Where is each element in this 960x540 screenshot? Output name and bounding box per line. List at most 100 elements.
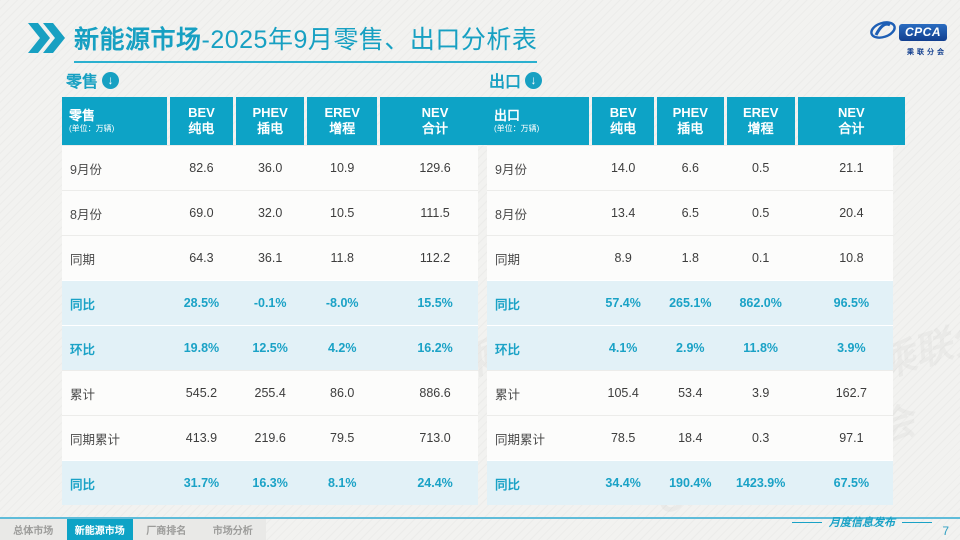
row-value: 0.3 <box>751 431 770 445</box>
table-title: 零售 <box>69 108 96 124</box>
row-label: 累计 <box>495 387 521 402</box>
row-value: 86.0 <box>330 386 355 400</box>
page-title: 新能源市场-2025年9月零售、出口分析表 <box>74 20 538 63</box>
row-value: 10.8 <box>839 251 864 265</box>
row-value: 413.9 <box>185 431 218 445</box>
table-header-row: 出口 (单位：万辆) BEV 纯电 PHEV 插电 EREV 增程 NEV 合计 <box>487 97 905 145</box>
row-value: 64.3 <box>189 251 214 265</box>
cpca-badge: CPCA <box>898 24 947 41</box>
retail-label-text: 零售 <box>66 74 99 91</box>
export-label-text: 出口 <box>489 74 522 91</box>
footer-tab-厂商排名[interactable]: 厂商排名 <box>146 526 187 537</box>
footer-tab-新能源市场[interactable]: 新能源市场 <box>66 519 133 540</box>
table-row: 同比 31.7% 16.3% 8.1% 24.4% <box>62 460 478 505</box>
row-value: 36.1 <box>257 251 283 265</box>
row-label: 环比 <box>495 342 521 357</box>
row-value: 57.4% <box>605 296 641 310</box>
row-value: 21.1 <box>839 161 864 175</box>
row-value: 1423.9% <box>736 476 786 490</box>
row-value: 18.4 <box>678 431 703 445</box>
row-value: 19.8% <box>183 341 220 355</box>
table-unit: (单位：万辆) <box>494 124 540 133</box>
table-title: 出口 <box>494 108 521 124</box>
row-value: 886.6 <box>419 386 451 400</box>
brand-dash-left <box>792 521 822 523</box>
row-value: 4.2% <box>327 341 357 355</box>
row-value: 11.8 <box>330 251 354 265</box>
row-label: 8月份 <box>70 207 102 222</box>
footer-tab-市场分析[interactable]: 市场分析 <box>212 526 253 537</box>
row-label: 8月份 <box>495 207 527 222</box>
column-header: EREV 增程 <box>307 97 378 145</box>
row-value: 13.4 <box>610 206 636 220</box>
export-section-label: 出口 ↓ <box>489 68 543 92</box>
row-value: 2.9% <box>676 341 705 355</box>
row-value: 82.6 <box>189 161 214 175</box>
row-value: 78.5 <box>610 431 636 445</box>
row-value: 255.4 <box>254 386 286 400</box>
table-row: 环比 4.1% 2.9% 11.8% 3.9% <box>487 325 893 370</box>
row-value: 32.0 <box>257 206 283 220</box>
row-value: 6.5 <box>681 206 699 220</box>
table-row: 同比 28.5% -0.1% -8.0% 15.5% <box>62 280 478 325</box>
row-value: 97.1 <box>839 431 864 445</box>
row-value: 111.5 <box>420 206 450 220</box>
row-label: 9月份 <box>70 162 102 177</box>
table-header-row: 零售 (单位：万辆) BEV 纯电 PHEV 插电 EREV 增程 NEV 合计 <box>62 97 490 145</box>
row-label: 9月份 <box>495 162 527 177</box>
table-row: 9月份 14.0 6.6 0.5 21.1 <box>487 145 893 190</box>
table-title-cell: 零售 (单位：万辆) <box>62 97 167 145</box>
row-value: 3.9% <box>837 341 866 355</box>
row-value: 24.4% <box>417 476 453 490</box>
column-header: BEV 纯电 <box>592 97 654 145</box>
footer-brand: 月度信息发布 <box>792 514 932 530</box>
row-value: 4.1% <box>608 341 638 355</box>
row-value: 0.1 <box>751 251 770 265</box>
row-value: -0.1% <box>253 296 287 310</box>
row-value: 105.4 <box>607 386 639 400</box>
row-value: 6.6 <box>681 161 699 175</box>
row-value: 10.5 <box>330 206 355 220</box>
page-number: 7 <box>942 524 949 538</box>
row-value: 79.5 <box>330 431 355 445</box>
row-value: 265.1% <box>669 296 712 310</box>
retail-table: 零售 (单位：万辆) BEV 纯电 PHEV 插电 EREV 增程 NEV 合计 9月份 82.6 36… <box>62 97 490 505</box>
table-row: 同比 34.4% 190.4% 1423.9% 67.5% <box>487 460 893 505</box>
cpca-cn-label: 乘联分会 <box>907 49 947 56</box>
table-row: 8月份 13.4 6.5 0.5 20.4 <box>487 190 893 235</box>
retail-section-label: 零售 ↓ <box>66 68 120 92</box>
row-value: 15.5% <box>417 296 453 310</box>
row-value: 67.5% <box>833 476 870 490</box>
page-title-rest: -2025年9月零售、出口分析表 <box>201 26 538 54</box>
page-title-bold: 新能源市场 <box>74 26 202 54</box>
row-value: 1.8 <box>681 251 699 265</box>
column-header: EREV 增程 <box>726 97 795 145</box>
column-header: BEV 纯电 <box>169 97 234 145</box>
column-header: NEV 合计 <box>380 97 490 145</box>
row-label: 同期 <box>495 252 521 267</box>
row-value: 16.2% <box>417 341 453 355</box>
row-value: -8.0% <box>325 296 359 310</box>
row-value: 16.3% <box>252 476 288 490</box>
row-value: 190.4% <box>669 476 712 490</box>
footer-tab-总体市场[interactable]: 总体市场 <box>13 526 54 537</box>
footer-tabbar: 总体市场 新能源市场 厂商排名 市场分析 <box>0 519 266 540</box>
row-value: 0.5 <box>751 161 770 175</box>
row-value: 31.7% <box>183 476 220 490</box>
column-header: PHEV 插电 <box>236 97 305 145</box>
row-label: 同比 <box>495 297 521 312</box>
row-value: 14.0 <box>610 161 636 175</box>
row-label: 同比 <box>70 477 96 492</box>
cpca-swoosh-icon <box>869 19 897 46</box>
cpca-logo: CPCA 乘联分会 <box>861 19 947 57</box>
row-value: 219.6 <box>254 431 286 445</box>
table-title-cell: 出口 (单位：万辆) <box>487 97 590 145</box>
brand-dash-right <box>902 521 932 523</box>
row-value: 96.5% <box>833 296 870 310</box>
column-header: PHEV 插电 <box>657 97 724 145</box>
row-value: 8.9 <box>614 251 632 265</box>
down-arrow-icon: ↓ <box>102 71 120 89</box>
row-value: 862.0% <box>739 296 782 310</box>
row-value: 53.4 <box>678 386 703 400</box>
table-unit: (单位：万辆) <box>69 124 115 133</box>
